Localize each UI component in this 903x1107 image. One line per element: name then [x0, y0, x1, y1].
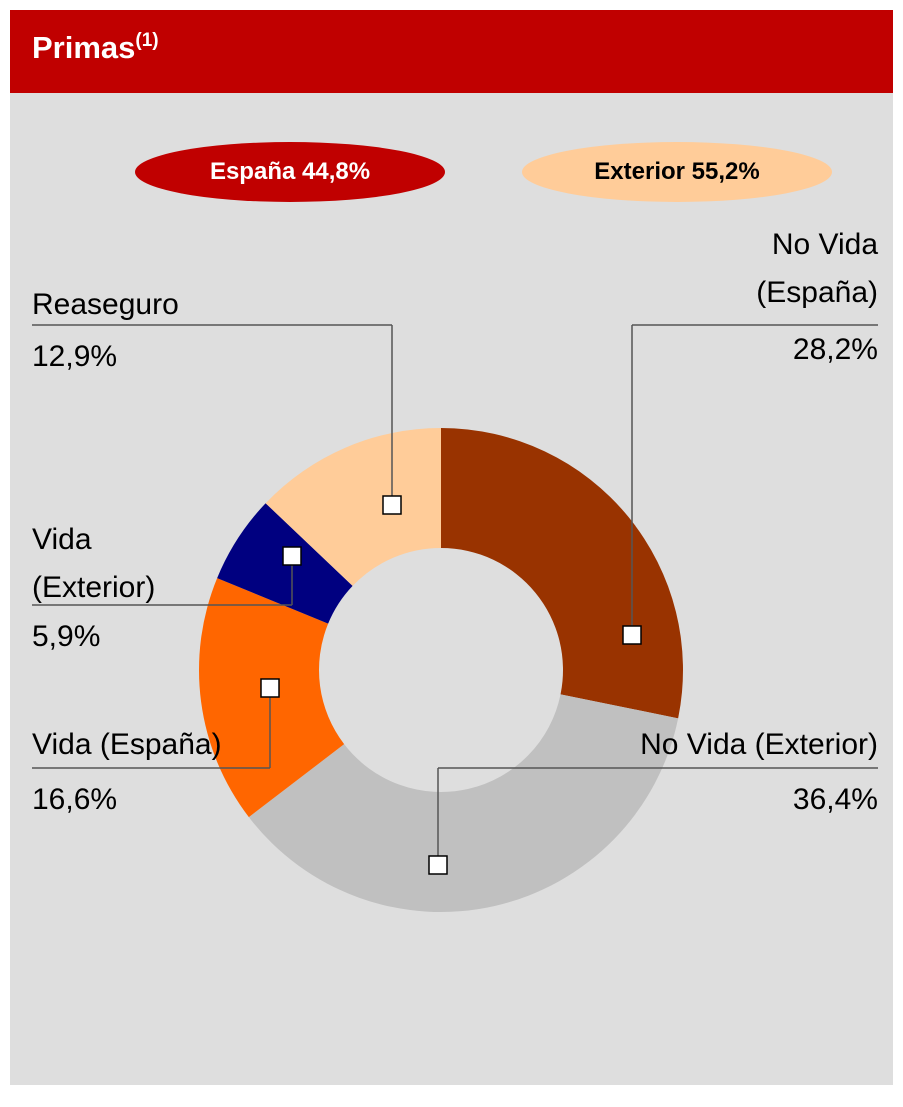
header-band [10, 10, 893, 93]
segment-value-label: 36,4% [792, 783, 878, 816]
donut-segment [265, 428, 441, 586]
label-marker [382, 495, 402, 515]
group-pill [522, 142, 832, 202]
segment-value-label: 5,9% [32, 620, 101, 653]
chart-title: Primas [32, 30, 136, 65]
group-pill [135, 142, 445, 202]
label-marker [622, 625, 642, 645]
segment-name: Vida (Exterior) [32, 523, 156, 604]
segment-name: No Vida (Exterior) [640, 728, 878, 761]
title-superscript: (1) [135, 30, 159, 51]
segment-name: Vida (España) [32, 728, 222, 761]
segment-value-label: 12,9% [32, 340, 118, 373]
segment-name: Reaseguro [32, 288, 179, 321]
group-label: España 44,8% [209, 158, 371, 185]
label-marker [260, 678, 280, 698]
chart-title-box: Primas(1) [32, 30, 159, 66]
donut-segment [248, 694, 679, 912]
panel [10, 93, 893, 1085]
segment-name: No Vida (España) [756, 228, 878, 309]
segment-value-label: 28,2% [792, 333, 878, 366]
label-marker [428, 855, 448, 875]
donut-segment [441, 428, 684, 719]
label-marker [282, 546, 302, 566]
segment-value-label: 16,6% [32, 783, 118, 816]
group-label: Exterior 55,2% [594, 158, 760, 185]
